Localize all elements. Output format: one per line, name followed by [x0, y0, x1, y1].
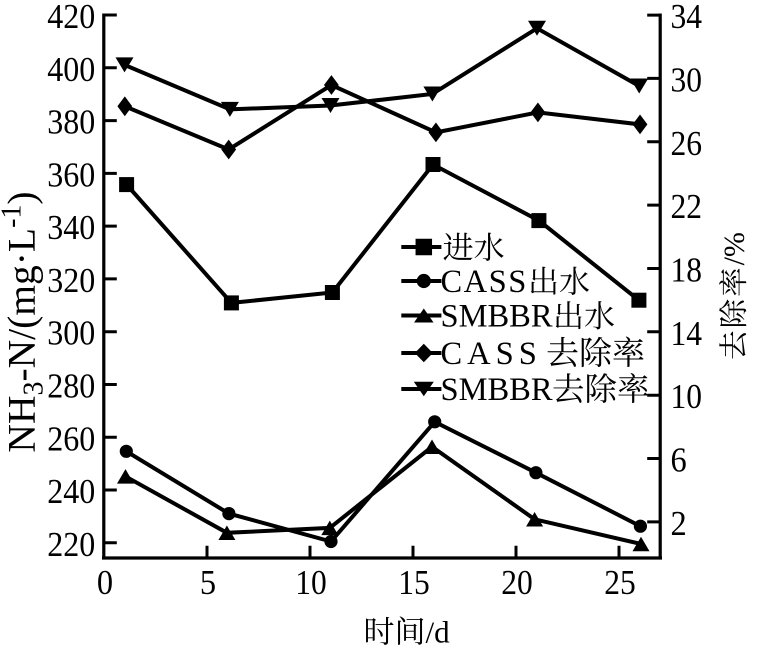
svg-text:320: 320	[47, 261, 95, 300]
svg-text:18: 18	[671, 251, 703, 290]
svg-text:0: 0	[97, 563, 113, 602]
svg-text:6: 6	[671, 441, 687, 480]
svg-text:SMBBR: SMBBR	[441, 299, 553, 335]
svg-text:380: 380	[47, 103, 95, 142]
svg-text:240: 240	[47, 472, 95, 511]
svg-text:10: 10	[295, 563, 327, 602]
svg-text:20: 20	[501, 563, 533, 602]
svg-text:NH3-N/(mg·L-1): NH3-N/(mg·L-1)	[0, 191, 50, 452]
svg-text:2: 2	[671, 504, 687, 543]
svg-text:14: 14	[671, 314, 703, 353]
svg-text:SMBBR: SMBBR	[441, 372, 553, 408]
svg-text:34: 34	[671, 0, 703, 36]
svg-text:360: 360	[47, 155, 95, 194]
svg-text:/d: /d	[426, 615, 451, 650]
svg-text:220: 220	[47, 525, 95, 564]
svg-text:15: 15	[398, 563, 430, 602]
svg-text:CASS: CASS	[441, 336, 542, 372]
svg-text:25: 25	[604, 563, 636, 602]
svg-text:340: 340	[47, 208, 95, 247]
svg-text:300: 300	[47, 314, 95, 353]
svg-text:30: 30	[671, 60, 703, 99]
svg-text:/%: /%	[718, 232, 751, 265]
svg-text:400: 400	[47, 50, 95, 89]
svg-text:420: 420	[47, 0, 95, 36]
svg-text:26: 26	[671, 124, 703, 163]
svg-text:5: 5	[200, 563, 216, 602]
svg-text:10: 10	[671, 377, 703, 416]
svg-text:260: 260	[47, 419, 95, 458]
svg-text:CASS: CASS	[441, 264, 528, 300]
svg-text:22: 22	[671, 187, 703, 226]
svg-text:280: 280	[47, 367, 95, 406]
